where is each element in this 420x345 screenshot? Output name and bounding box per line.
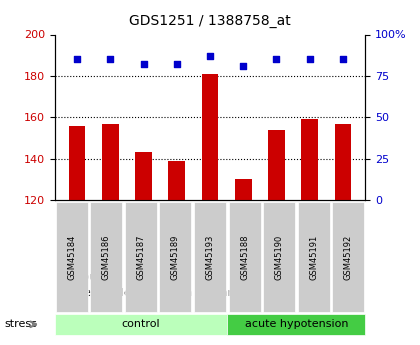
Legend: count, percentile rank within the sample: count, percentile rank within the sample (54, 272, 253, 298)
Bar (194, 202, 226, 312)
Bar (160, 202, 192, 312)
Text: control: control (122, 319, 160, 329)
Text: GSM45191: GSM45191 (309, 234, 318, 280)
Bar (227, 314, 365, 335)
Bar (102, 124, 118, 200)
Bar (228, 202, 260, 312)
Text: GSM45188: GSM45188 (240, 234, 249, 280)
Text: acute hypotension: acute hypotension (244, 319, 348, 329)
Bar (135, 152, 152, 200)
Point (240, 63, 247, 69)
Text: GSM45192: GSM45192 (344, 234, 353, 280)
Point (340, 57, 346, 62)
Point (306, 57, 313, 62)
Text: GSM45189: GSM45189 (171, 234, 180, 280)
Point (273, 57, 280, 62)
Bar (55, 314, 227, 335)
Bar (235, 179, 252, 200)
Bar (268, 130, 285, 200)
Text: GSM45186: GSM45186 (102, 234, 111, 280)
Bar (125, 202, 157, 312)
Text: GSM45184: GSM45184 (67, 234, 76, 280)
Text: GSM45187: GSM45187 (136, 234, 145, 280)
Bar (335, 124, 351, 200)
Bar (263, 202, 295, 312)
Point (140, 61, 147, 67)
Point (74, 57, 80, 62)
Bar (168, 161, 185, 200)
Bar (332, 202, 364, 312)
Bar (298, 202, 330, 312)
Bar (69, 126, 85, 200)
Bar (56, 202, 88, 312)
Text: stress: stress (4, 319, 37, 329)
Text: GDS1251 / 1388758_at: GDS1251 / 1388758_at (129, 14, 291, 28)
Bar (202, 74, 218, 200)
Text: GSM45193: GSM45193 (205, 234, 215, 280)
Bar (90, 202, 122, 312)
Text: GSM45190: GSM45190 (275, 234, 284, 280)
Bar (302, 119, 318, 200)
Point (107, 57, 114, 62)
Point (173, 61, 180, 67)
Point (207, 53, 213, 59)
